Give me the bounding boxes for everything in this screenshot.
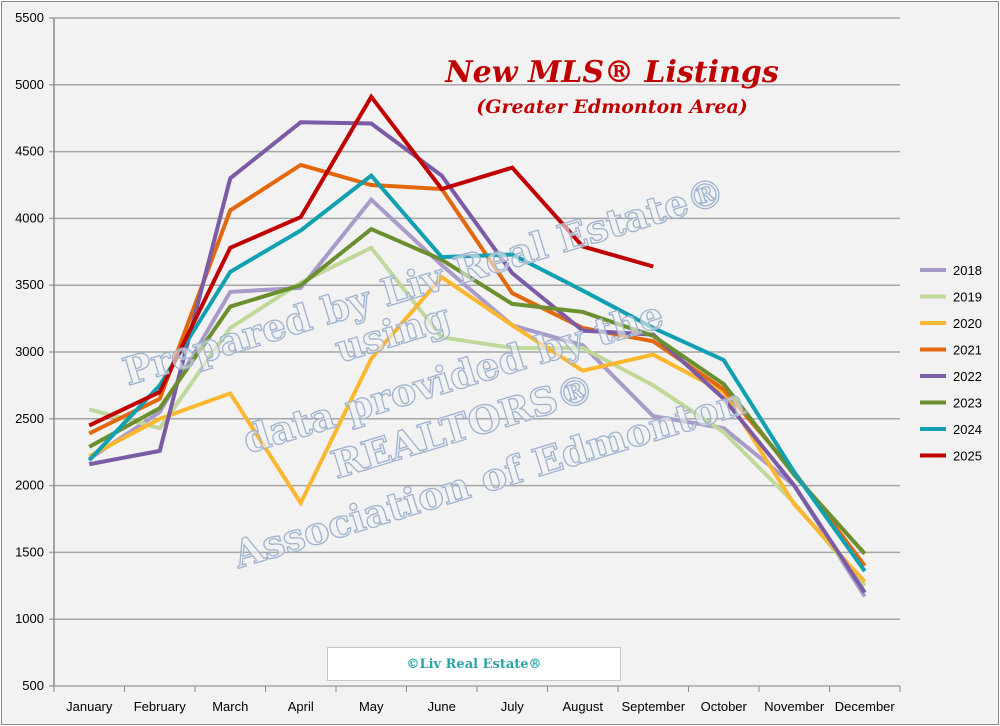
- legend-label-2020: 2020: [953, 316, 982, 331]
- chart-subtitle: (Greater Edmonton Area): [476, 96, 748, 118]
- chart-title: New MLS® Listings: [444, 55, 779, 90]
- x-tick-label: November: [764, 699, 825, 714]
- series-line-2021: [88, 162, 867, 567]
- series-line-2023: [88, 226, 867, 556]
- y-axis-ticks: 500 1000 1500 2000 2500 3000 3500 4000 4500 5000 5…: [15, 10, 44, 693]
- y-tick-label: 1000: [15, 611, 44, 626]
- legend-label-2018: 2018: [953, 263, 982, 278]
- series-line-2022: [88, 120, 867, 594]
- series-line-2018: [88, 196, 867, 598]
- x-tick-label: August: [563, 699, 604, 714]
- y-tick-label: 5000: [15, 77, 44, 92]
- x-tick-label: June: [428, 699, 456, 714]
- x-tick-label: February: [134, 699, 187, 714]
- x-tick-label: April: [288, 699, 314, 714]
- y-tick-label: 1500: [15, 544, 44, 559]
- x-tick-label: October: [701, 699, 748, 714]
- series-line-2024: [87, 172, 867, 573]
- legend-label-2021: 2021: [953, 343, 982, 358]
- legend: 2018 2019 2020 2021 2022 2023 2024 2025: [920, 263, 982, 464]
- y-tick-label: 5500: [15, 10, 44, 25]
- y-tick-label: 4500: [15, 144, 44, 159]
- y-tick-label: 4000: [15, 210, 44, 225]
- x-tick-label: January: [66, 699, 113, 714]
- series-line-2019: [88, 245, 867, 588]
- y-tick-label: 2000: [15, 478, 44, 493]
- x-tick-label: May: [359, 699, 384, 714]
- legend-label-2022: 2022: [953, 369, 982, 384]
- x-tick-label: July: [501, 699, 525, 714]
- y-tick-label: 2500: [15, 411, 44, 426]
- footer-credit: ©Liv Real Estate®: [327, 647, 621, 681]
- x-tick-label: September: [621, 699, 685, 714]
- legend-label-2024: 2024: [953, 422, 982, 437]
- gridlines: [49, 17, 901, 692]
- watermark-line: Prepared by Liv Real Estate®: [118, 168, 730, 394]
- y-tick-label: 3500: [15, 277, 44, 292]
- x-axis-ticks: January February March April May June July Augu…: [66, 699, 895, 714]
- legend-label-2019: 2019: [953, 290, 982, 305]
- series-lines: [87, 93, 867, 598]
- x-tick-label: March: [212, 699, 248, 714]
- legend-label-2025: 2025: [953, 449, 982, 464]
- legend-label-2023: 2023: [953, 396, 982, 411]
- x-tick-label: December: [835, 699, 896, 714]
- y-tick-label: 3000: [15, 344, 44, 359]
- y-tick-label: 500: [22, 678, 44, 693]
